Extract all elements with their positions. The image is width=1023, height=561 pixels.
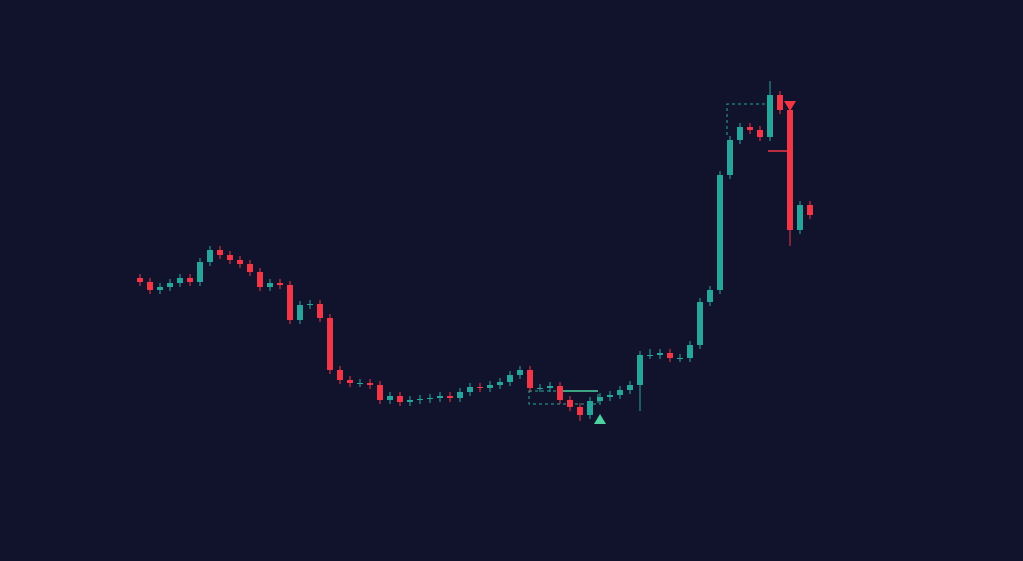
range-box	[528, 390, 599, 405]
candle-body	[267, 283, 273, 287]
candle-body	[627, 385, 633, 390]
candle-body	[427, 398, 433, 399]
candle-body	[437, 396, 443, 398]
candle-body	[247, 264, 253, 272]
candle-body	[807, 205, 813, 215]
candle-body	[527, 370, 533, 388]
candle-body	[757, 130, 763, 137]
candle-body	[477, 387, 483, 388]
candle-body	[137, 278, 143, 282]
candle-body	[157, 287, 163, 290]
candle-body	[457, 392, 463, 398]
annotations	[528, 103, 787, 405]
candle-body	[547, 386, 553, 388]
candle-body	[597, 397, 603, 401]
candle-body	[697, 302, 703, 345]
candle-body	[417, 399, 423, 400]
candle-body	[407, 400, 413, 402]
candle-body	[377, 385, 383, 400]
candle-body	[177, 278, 183, 283]
candle-body	[517, 370, 523, 375]
candle-body	[787, 110, 793, 230]
candle-body	[327, 318, 333, 370]
candle-body	[577, 407, 583, 415]
candle-body	[647, 355, 653, 356]
candle-body	[557, 386, 563, 400]
candle-body	[347, 380, 353, 383]
candle-body	[777, 95, 783, 110]
candle-body	[667, 353, 673, 358]
candle-body	[537, 388, 543, 389]
candle-body	[317, 304, 323, 318]
candle-body	[587, 401, 593, 415]
candle-body	[147, 282, 153, 290]
candle-body	[237, 260, 243, 264]
candle-body	[397, 396, 403, 402]
candle-body	[357, 383, 363, 384]
candle-body	[307, 304, 313, 305]
candle-body	[767, 95, 773, 137]
candle-body	[687, 345, 693, 358]
range-box	[726, 103, 770, 135]
candle-body	[637, 355, 643, 385]
candle-body	[657, 353, 663, 355]
candle-body	[217, 250, 223, 255]
candle-body	[227, 255, 233, 260]
sell-signal	[784, 101, 796, 111]
candle-body	[297, 305, 303, 320]
candle-body	[797, 205, 803, 230]
candle-body	[497, 382, 503, 385]
candle-body	[257, 272, 263, 287]
candle-body	[487, 385, 493, 388]
candle-body	[447, 396, 453, 398]
candle-body	[387, 396, 393, 400]
candle-body	[207, 250, 213, 262]
candle-body	[287, 285, 293, 320]
candle-body	[367, 383, 373, 385]
candle-body	[467, 387, 473, 392]
candle-body	[197, 262, 203, 282]
candle-body	[607, 395, 613, 397]
candle-body	[617, 390, 623, 395]
candle-body	[167, 283, 173, 287]
candle-body	[677, 358, 683, 359]
candle-body	[747, 127, 753, 130]
candle-body	[507, 375, 513, 382]
candle-body	[707, 290, 713, 302]
candle-body	[187, 278, 193, 282]
candle-body	[567, 400, 573, 407]
candle-body	[737, 127, 743, 140]
candle-body	[727, 140, 733, 175]
candle-body	[337, 370, 343, 380]
candle-body	[717, 175, 723, 290]
buy-signal	[594, 414, 606, 424]
candle-body	[277, 283, 283, 285]
